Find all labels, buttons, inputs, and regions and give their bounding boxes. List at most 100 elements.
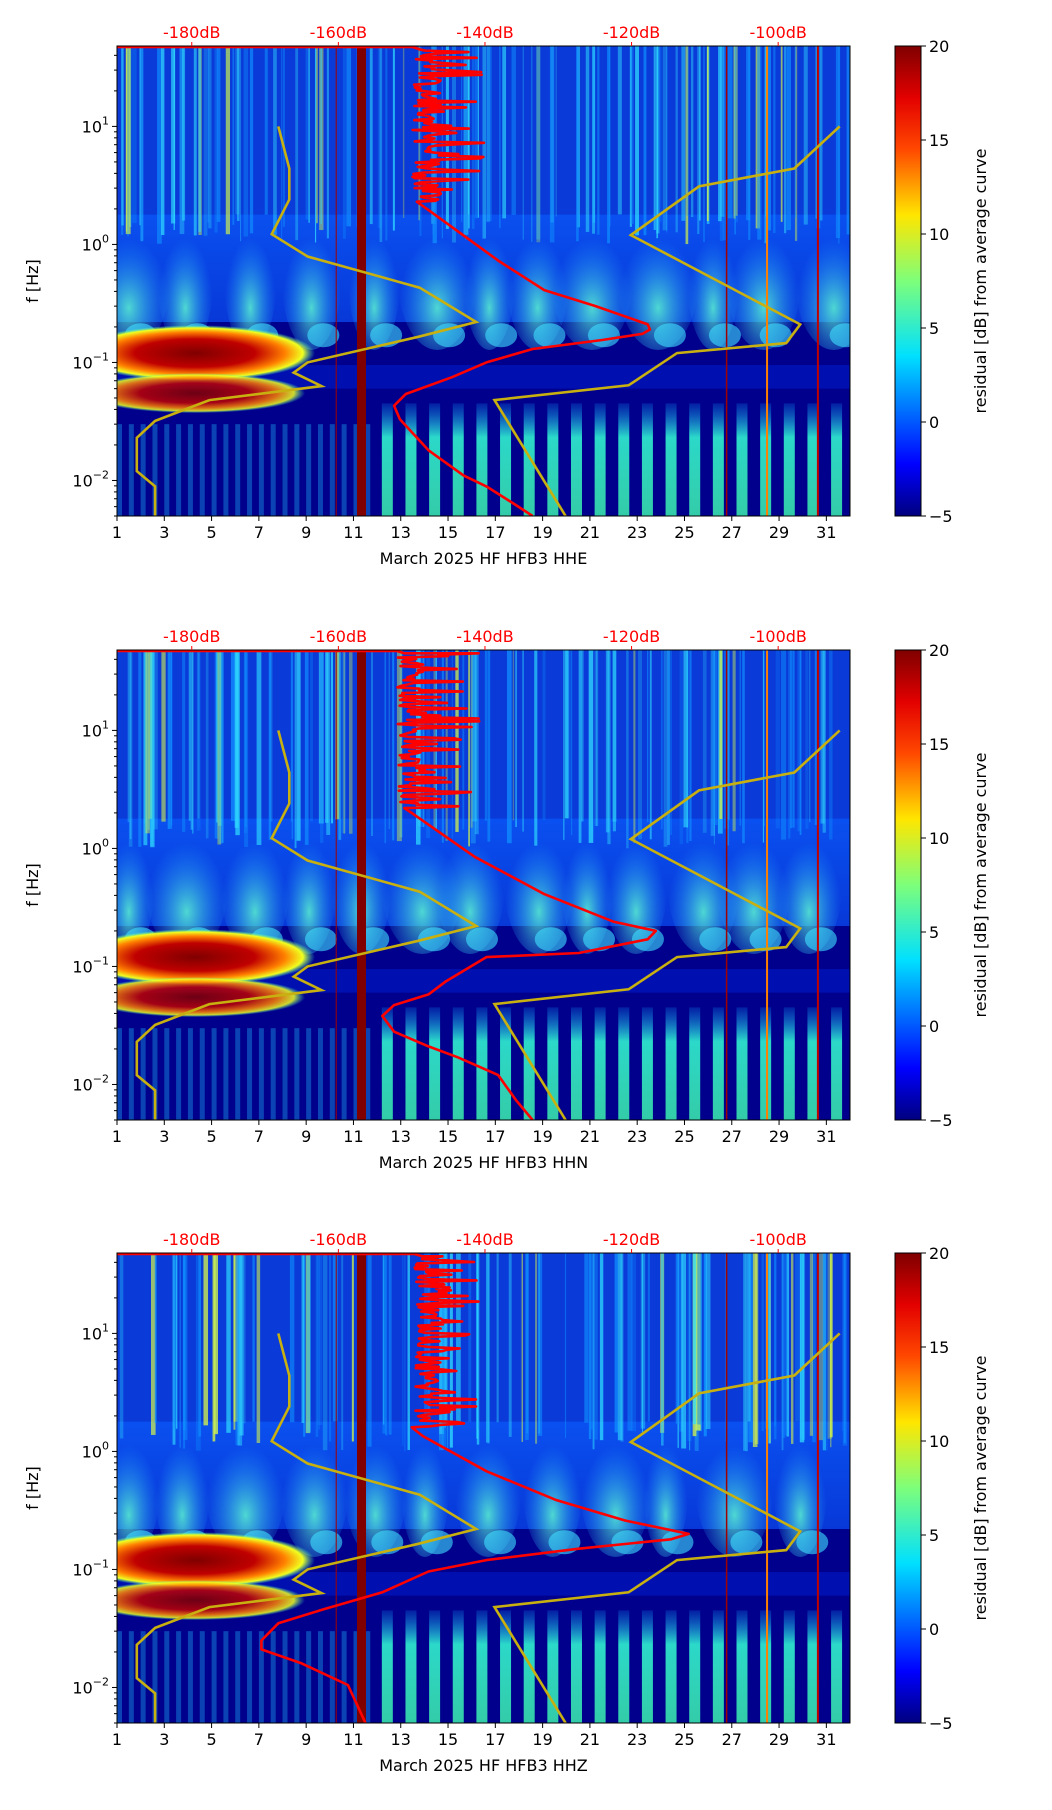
- spectrogram-streak: [173, 1253, 177, 1424]
- spectrogram-streak: [746, 46, 751, 221]
- spectrogram-streak: [805, 650, 809, 829]
- x-tick-label: 1: [112, 1730, 122, 1749]
- spectrogram-streak: [620, 1253, 624, 1442]
- spectrogram-plume: [281, 813, 337, 954]
- spectrogram-streak: [487, 650, 491, 842]
- spectrogram-streak: [219, 650, 224, 844]
- y-tick-exponent: −2: [93, 1072, 109, 1085]
- colorbar-tick-label: −5: [929, 1111, 953, 1130]
- spectrogram-streak: [580, 650, 584, 822]
- spectrogram-streak: [256, 650, 262, 846]
- spectrogram-streak: [474, 650, 479, 835]
- spectrogram-streak: [282, 46, 285, 227]
- spectrogram-streak: [829, 650, 833, 840]
- x-tick-label: 17: [485, 523, 505, 542]
- x-tick-label: 25: [674, 1127, 694, 1146]
- spectrogram-streak: [594, 650, 599, 827]
- spectrogram-low-frequency-bar: [641, 403, 653, 516]
- colorbar-tick-label: 15: [929, 735, 949, 754]
- colorbar-tick-label: 15: [929, 131, 949, 150]
- spectrogram-artifact-line: [766, 1253, 769, 1723]
- x-tick-label: 23: [627, 523, 647, 542]
- x-tick-label: 23: [627, 1730, 647, 1749]
- spectrogram-streak: [564, 1253, 567, 1439]
- spectrogram-streak: [747, 1253, 751, 1422]
- spectrogram-streak: [537, 1253, 543, 1436]
- x-tick-label: 17: [485, 1127, 505, 1146]
- spectrogram-streak: [515, 650, 517, 828]
- spectrogram-streak: [764, 650, 766, 827]
- spectrogram-plume: [304, 927, 337, 952]
- spectrogram-streak: [487, 1253, 490, 1444]
- spectrogram-streak: [571, 650, 573, 836]
- spectrogram-streak: [511, 46, 516, 215]
- spectrogram-streak: [188, 650, 191, 821]
- spectrogram-streak: [531, 46, 533, 242]
- colorbar-tick-label: 5: [929, 1526, 939, 1545]
- spectrogram-low-frequency-bar: [500, 1007, 512, 1120]
- spectrogram-low-frequency-bar: [831, 403, 843, 516]
- spectrogram-streak: [774, 1253, 777, 1440]
- x-tick-label: 15: [438, 523, 458, 542]
- spectrogram-streak: [346, 46, 352, 227]
- spectrogram-streak: [145, 650, 150, 834]
- y-axis-label: f [Hz]: [23, 863, 42, 907]
- spectrogram-plume: [587, 323, 620, 348]
- spectrogram-streak: [675, 46, 678, 233]
- y-tick-label: 10−2: [72, 1675, 109, 1697]
- spectrogram-low-frequency-bar: [712, 1007, 724, 1120]
- x-tick-label: 25: [674, 1730, 694, 1749]
- spectrogram-low-frequency-bar: [547, 1610, 559, 1723]
- low-noise-model-curve: [135, 730, 480, 1120]
- spectrogram-streak: [143, 650, 148, 846]
- high-noise-model-curve: [492, 729, 841, 1120]
- spectrogram-low-frequency-bar: [353, 424, 359, 516]
- spectrogram-streak: [690, 46, 694, 218]
- spectrogram-streak: [316, 46, 318, 224]
- x-tick-label: 9: [301, 1730, 311, 1749]
- y-tick-exponent: 1: [102, 718, 109, 731]
- spectrogram-streak: [536, 46, 541, 243]
- spectrogram-plume: [643, 1416, 689, 1557]
- spectrogram-streak: [463, 46, 469, 235]
- spectrogram-streak: [179, 46, 183, 217]
- y-tick-exponent: −2: [93, 1675, 109, 1688]
- spectrogram-streak: [203, 1253, 209, 1426]
- spectrogram-streak: [306, 1253, 311, 1433]
- spectrogram-streak: [641, 1253, 644, 1433]
- spectrogram-low-frequency-bar: [199, 1631, 205, 1723]
- spectrogram-streak: [157, 46, 162, 244]
- colorbar-label: residual [dB] from average curve: [971, 149, 990, 414]
- spectrogram-streak: [661, 650, 663, 830]
- spectrogram-streak: [233, 1253, 236, 1430]
- top-axis-db-label: -160dB: [310, 1230, 367, 1249]
- spectrogram-low-frequency-bar: [547, 1007, 559, 1120]
- spectrogram-streak: [294, 650, 297, 849]
- spectrogram-low-frequency-bar: [476, 1007, 488, 1120]
- spectrogram-low-frequency-bar: [712, 1610, 724, 1723]
- spectrogram-streak: [462, 650, 465, 830]
- spectrogram-streak: [822, 1253, 826, 1451]
- spectrogram-low-frequency-bar: [270, 1631, 276, 1723]
- y-tick-base: 10: [72, 471, 92, 490]
- high-noise-model-curve: [492, 1332, 841, 1723]
- spectrogram-low-frequency-bar: [452, 403, 464, 516]
- high-noise-model-curve: [492, 125, 841, 516]
- low-noise-model-curve: [135, 126, 480, 516]
- spectrogram-low-frequency-bar: [429, 403, 441, 516]
- spectrogram-streak: [549, 46, 555, 243]
- spectrogram-low-frequency-bar: [405, 403, 417, 516]
- spectrogram-streak: [647, 1253, 650, 1422]
- spectrogram-image: [117, 1253, 850, 1723]
- spectrogram-streak: [681, 46, 686, 221]
- spectrogram-streak: [612, 650, 617, 822]
- spectrogram-streak: [138, 650, 142, 847]
- x-tick-label: 21: [580, 1127, 600, 1146]
- y-tick-label: 10−2: [72, 468, 109, 490]
- spectrogram-streak: [781, 1253, 784, 1451]
- spectrogram-streak: [418, 46, 420, 221]
- spectrogram-streak: [439, 1253, 445, 1435]
- spectrogram-streak: [296, 650, 301, 841]
